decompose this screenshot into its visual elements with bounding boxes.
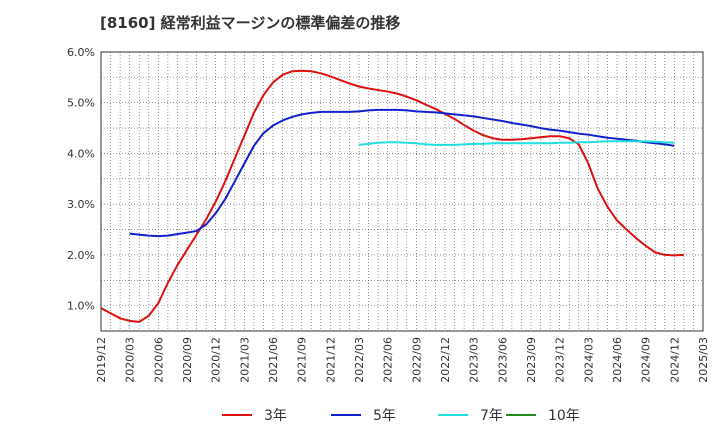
series-line-3年 <box>100 69 684 323</box>
legend-label: 7年 <box>480 408 503 424</box>
y-tick-label: 4.0% <box>67 147 95 160</box>
series-layer <box>100 69 684 323</box>
x-tick-label: 2022/06 <box>382 337 395 383</box>
axis-layer: 1.0% 2.0% 3.0% 4.0% 5.0% 6.0% 2019/12 2020/03 20… <box>67 46 710 383</box>
y-tick-label: 1.0% <box>67 300 95 313</box>
series-line-5年 <box>129 108 675 238</box>
x-tick-label: 2022/03 <box>353 337 366 383</box>
x-tick-label: 2025/03 <box>697 337 710 383</box>
x-tick-label: 2020/03 <box>124 337 137 383</box>
y-tick-label: 6.0% <box>67 46 95 59</box>
legend-label: 10年 <box>548 408 580 424</box>
x-tick-label: 2020/09 <box>181 337 194 383</box>
x-tick-label: 2023/03 <box>468 337 481 383</box>
x-tick-label: 2020/12 <box>210 337 223 383</box>
x-tick-label: 2021/12 <box>324 337 337 383</box>
legend-layer: 3年 5年 7年 10年 <box>222 408 580 424</box>
x-tick-label: 2020/06 <box>152 337 165 383</box>
x-tick-label: 2022/09 <box>410 337 423 383</box>
x-tick-label: 2024/12 <box>668 337 681 383</box>
chart-title: [8160] 経常利益マージンの標準偏差の推移 <box>100 14 401 32</box>
x-tick-label: 2024/09 <box>640 337 653 383</box>
x-tick-label: 2021/06 <box>267 337 280 383</box>
x-tick-label: 2021/09 <box>296 337 309 383</box>
x-tick-label: 2023/12 <box>554 337 567 383</box>
x-tick-label: 2023/06 <box>496 337 509 383</box>
plot-frame <box>100 51 704 332</box>
x-tick-label: 2024/06 <box>611 337 624 383</box>
legend-label: 5年 <box>373 408 396 424</box>
x-tick-label: 2021/03 <box>238 337 251 383</box>
series-line-7年 <box>358 140 675 146</box>
y-tick-label: 5.0% <box>67 97 95 110</box>
x-tick-label: 2022/12 <box>439 337 452 383</box>
y-tick-label: 3.0% <box>67 198 95 211</box>
grid-layer <box>100 51 704 332</box>
x-tick-label: 2024/03 <box>582 337 595 383</box>
x-tick-label: 2019/12 <box>95 337 108 383</box>
y-tick-label: 2.0% <box>67 249 95 262</box>
x-tick-label: 2023/09 <box>525 337 538 383</box>
legend-label: 3年 <box>264 408 287 424</box>
